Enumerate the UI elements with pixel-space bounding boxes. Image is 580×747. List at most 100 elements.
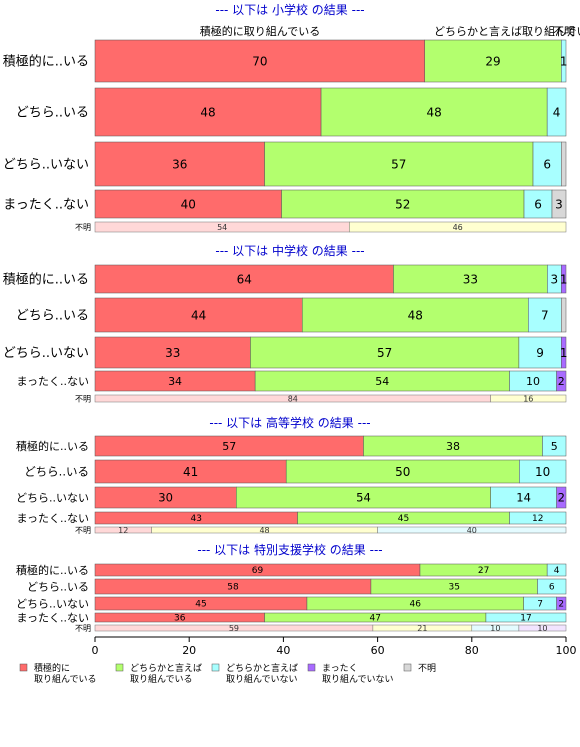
bar-segment bbox=[546, 563, 567, 577]
unknown-row-label: 不明 bbox=[75, 624, 91, 633]
data-label: 2 bbox=[558, 375, 565, 388]
legend-label-line: 取り組んでいない bbox=[226, 673, 298, 685]
unknown-data-label: 21 bbox=[417, 624, 427, 633]
unknown-row-label: 不明 bbox=[75, 395, 91, 404]
data-label: 50 bbox=[395, 465, 410, 479]
x-axis: 0 20 40 60 80 100 bbox=[92, 636, 577, 657]
row-label: 積極的に..いる bbox=[3, 272, 89, 288]
panel-title: --- 以下は 特別支援学校 の結果 --- bbox=[197, 542, 382, 557]
bar-segment bbox=[556, 370, 567, 392]
data-label: 45 bbox=[195, 600, 206, 610]
data-label: 9 bbox=[536, 346, 544, 360]
bar-segment bbox=[320, 87, 548, 137]
row-label: 積極的に..いる bbox=[16, 439, 89, 453]
bar-segment bbox=[561, 297, 567, 333]
data-label: 48 bbox=[200, 105, 215, 119]
row-label: まったく..ない bbox=[16, 512, 89, 525]
bar-segment bbox=[551, 189, 567, 219]
unknown-bar-segment bbox=[490, 394, 567, 403]
x-tick-label: 20 bbox=[182, 644, 196, 657]
unknown-data-label: 46 bbox=[453, 223, 463, 232]
bar-segment bbox=[537, 578, 567, 595]
bar-segment bbox=[519, 459, 567, 484]
legend-label-line: 積極的に bbox=[34, 662, 70, 674]
data-label: 33 bbox=[165, 346, 180, 360]
data-label: 48 bbox=[426, 105, 441, 119]
bar-segment bbox=[561, 39, 567, 83]
row-label: どちら..いる bbox=[24, 465, 89, 479]
unknown-data-label: 10 bbox=[490, 624, 500, 633]
top-label-unknown: 不明 bbox=[553, 25, 575, 38]
bar-segment bbox=[94, 39, 425, 83]
data-label: 14 bbox=[516, 491, 531, 505]
legend-label-line: 取り組んでいる bbox=[34, 673, 97, 685]
bar-segment bbox=[556, 596, 567, 611]
data-label: 57 bbox=[222, 440, 236, 453]
legend-swatch bbox=[307, 663, 316, 672]
row-label: 積極的に..いる bbox=[16, 563, 89, 577]
bar-segment bbox=[523, 189, 553, 219]
bar-segment bbox=[94, 87, 322, 137]
data-label: 7 bbox=[541, 308, 549, 322]
x-tick-label: 80 bbox=[465, 644, 479, 657]
data-label: 1 bbox=[560, 54, 568, 68]
data-label: 17 bbox=[520, 614, 531, 624]
unknown-bar-segment bbox=[349, 221, 567, 233]
bar-segment bbox=[281, 189, 525, 219]
bar-segment bbox=[556, 486, 567, 509]
row-label: どちら..いない bbox=[3, 158, 89, 173]
data-label: 36 bbox=[172, 157, 187, 171]
row-label: どちら..いない bbox=[16, 491, 89, 504]
row-label: どちら..いる bbox=[16, 309, 89, 324]
data-label: 7 bbox=[537, 600, 543, 610]
unknown-bar-segment bbox=[518, 624, 567, 632]
data-label: 36 bbox=[174, 614, 186, 624]
data-label: 57 bbox=[377, 346, 392, 360]
unknown-bar-segment bbox=[377, 526, 567, 534]
data-label: 29 bbox=[485, 54, 500, 68]
bar-segment bbox=[532, 141, 562, 187]
data-label: 30 bbox=[158, 491, 173, 505]
bar-segment bbox=[561, 141, 567, 187]
panel-title: --- 以下は 高等学校 の結果 --- bbox=[209, 415, 370, 430]
unknown-data-label: 48 bbox=[259, 526, 269, 535]
data-label: 70 bbox=[252, 54, 267, 68]
legend-label: まったく取り組んでいない bbox=[322, 663, 394, 685]
unknown-data-label: 40 bbox=[467, 526, 477, 535]
data-label: 10 bbox=[526, 375, 540, 388]
bar-segment bbox=[94, 264, 394, 294]
row-label: 積極的に..いる bbox=[3, 54, 89, 70]
data-label: 45 bbox=[398, 514, 409, 524]
data-label: 2 bbox=[558, 600, 564, 610]
panel-title: --- 以下は 中学校 の結果 --- bbox=[215, 243, 364, 258]
legend-label: どちらかと言えば取り組んでいる bbox=[130, 662, 202, 685]
bar-segment bbox=[264, 141, 534, 187]
bar-segment bbox=[424, 39, 562, 83]
legend-label: 積極的に取り組んでいる bbox=[34, 662, 97, 685]
row-label: まったく..ない bbox=[3, 198, 89, 213]
legend-label-line: どちらかと言えば bbox=[130, 662, 202, 674]
row-label: どちら..いない bbox=[3, 346, 89, 361]
data-label: 64 bbox=[237, 272, 252, 286]
bar-segment bbox=[528, 297, 562, 333]
unknown-row-label: 不明 bbox=[75, 223, 91, 232]
data-label: 58 bbox=[227, 583, 239, 593]
unknown-data-label: 84 bbox=[288, 395, 298, 404]
data-label: 4 bbox=[553, 105, 561, 119]
x-tick-label: 0 bbox=[92, 644, 99, 657]
unknown-data-label: 12 bbox=[118, 526, 128, 535]
bar-segment bbox=[94, 189, 282, 219]
row-label: まったく..ない bbox=[16, 375, 89, 388]
legend-label-line: 取り組んでいない bbox=[322, 673, 394, 685]
data-label: 46 bbox=[410, 600, 422, 610]
unknown-row-label: 不明 bbox=[75, 526, 91, 535]
bar-segment bbox=[561, 336, 567, 369]
data-label: 5 bbox=[551, 440, 558, 453]
bar-segment bbox=[393, 264, 548, 294]
data-label: 33 bbox=[463, 272, 478, 286]
bar-segment bbox=[546, 87, 567, 137]
panel-1: --- 以下は 中学校 の結果 ---積極的に..いる 64 33 3 1どちら..いる… bbox=[3, 243, 568, 404]
data-label: 4 bbox=[554, 566, 560, 576]
